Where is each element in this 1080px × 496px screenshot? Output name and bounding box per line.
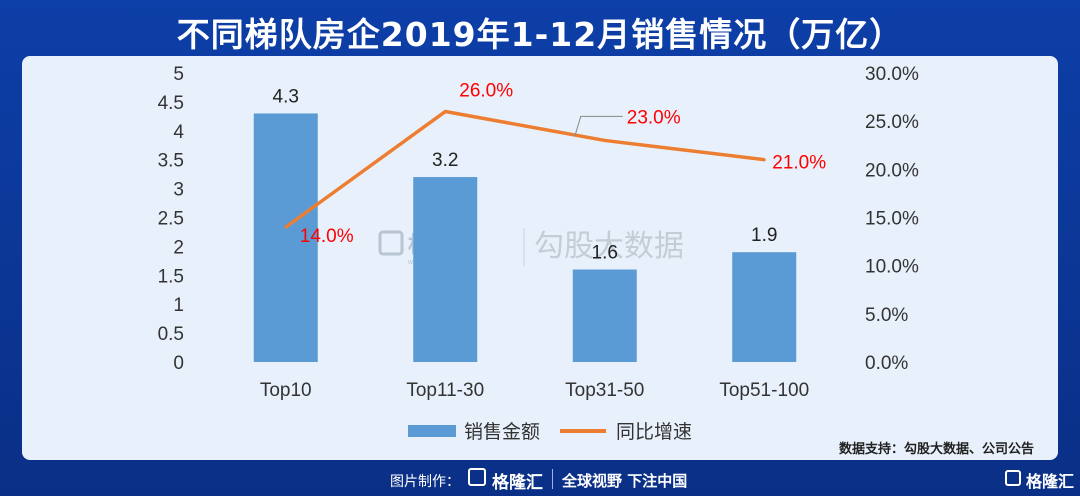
left-tick-label: 0.5: [158, 324, 184, 345]
legend: 销售金额 同比增速: [408, 421, 692, 443]
right-tick-label: 25.0%: [865, 112, 919, 133]
bar-data-label: 1.6: [592, 243, 618, 264]
line-data-label: 23.0%: [627, 107, 681, 128]
footer-divider: [552, 469, 553, 489]
bar: [572, 269, 637, 362]
bar-data-label: 3.2: [432, 150, 458, 171]
bar: [253, 113, 318, 363]
line-point: [762, 158, 766, 162]
left-tick-label: 1.5: [158, 266, 184, 287]
right-tick-label: 5.0%: [865, 305, 908, 326]
corner-brand: 格隆汇: [1026, 472, 1075, 491]
left-tick-label: 2: [173, 237, 184, 258]
left-tick-label: 3.5: [158, 151, 184, 172]
watermark-logo-icon: [378, 230, 404, 256]
footer-made-by: 图片制作：: [390, 474, 460, 490]
line-series: 14.0% 26.0% 23.0% 21.0%: [284, 81, 826, 247]
right-tick-label: 15.0%: [865, 209, 919, 230]
left-tick-label: 3: [173, 180, 184, 201]
bar-series: 4.3 3.2 1.6 1.9: [253, 86, 797, 363]
left-tick-label: 0: [173, 353, 184, 374]
legend-label: 同比增速: [616, 421, 692, 443]
line-path: [284, 109, 765, 229]
line-data-label: 14.0%: [300, 226, 354, 247]
legend-swatch-bar: [408, 425, 456, 437]
footer: 图片制作： 格隆汇 全球视野 下注中国 格隆汇: [0, 462, 1080, 496]
line-point: [603, 138, 607, 142]
bar-data-label: 4.3: [273, 86, 299, 107]
source-note: 数据支持：勾股大数据、公司公告: [839, 441, 1034, 456]
left-tick-label: 2.5: [158, 209, 184, 230]
category-label: Top11-30: [406, 380, 484, 401]
label-leader-line: [574, 115, 623, 137]
right-tick-label: 10.0%: [865, 257, 919, 278]
bar: [413, 177, 478, 362]
footer-brand: 格隆汇: [492, 473, 543, 493]
left-tick-label: 1: [173, 295, 184, 316]
line-point: [443, 110, 447, 114]
line-data-label: 21.0%: [772, 153, 826, 174]
right-tick-label: 30.0%: [865, 64, 919, 85]
combo-chart: 格隆汇www.gelonghui.com勾股大数据 00.511.522.533…: [158, 64, 1034, 456]
chart-card: 格隆汇www.gelonghui.com勾股大数据 00.511.522.533…: [22, 56, 1058, 460]
brand-logo-icon: [468, 468, 486, 486]
footer-slogan: 全球视野 下注中国: [562, 472, 688, 490]
line-point: [284, 225, 288, 229]
right-axis: 0.0% 5.0% 10.0% 15.0% 20.0% 25.0% 30.0%: [865, 64, 919, 374]
left-tick-label: 5: [173, 64, 184, 85]
corner-logo-icon: [1005, 470, 1021, 486]
bar: [732, 252, 797, 362]
category-label: Top31-50: [565, 380, 644, 401]
watermark-text: 勾股大数据: [534, 230, 684, 263]
right-tick-label: 0.0%: [865, 353, 908, 374]
bar-data-label: 1.9: [751, 225, 777, 246]
left-tick-label: 4: [173, 122, 184, 143]
category-label: Top51-100: [719, 380, 809, 401]
left-axis: 0 0.5 1 1.5 2 2.5 3 3.5 4 4.5 5: [158, 64, 185, 374]
line-data-label: 26.0%: [459, 81, 513, 102]
chart-title: 不同梯队房企2019年1-12月销售情况（万亿）: [176, 15, 904, 54]
x-axis: Top10 Top11-30 Top31-50 Top51-100: [260, 380, 809, 401]
category-label: Top10: [260, 380, 312, 401]
right-tick-label: 20.0%: [865, 160, 919, 181]
legend-label: 销售金额: [464, 421, 540, 443]
left-tick-label: 4.5: [158, 93, 184, 114]
